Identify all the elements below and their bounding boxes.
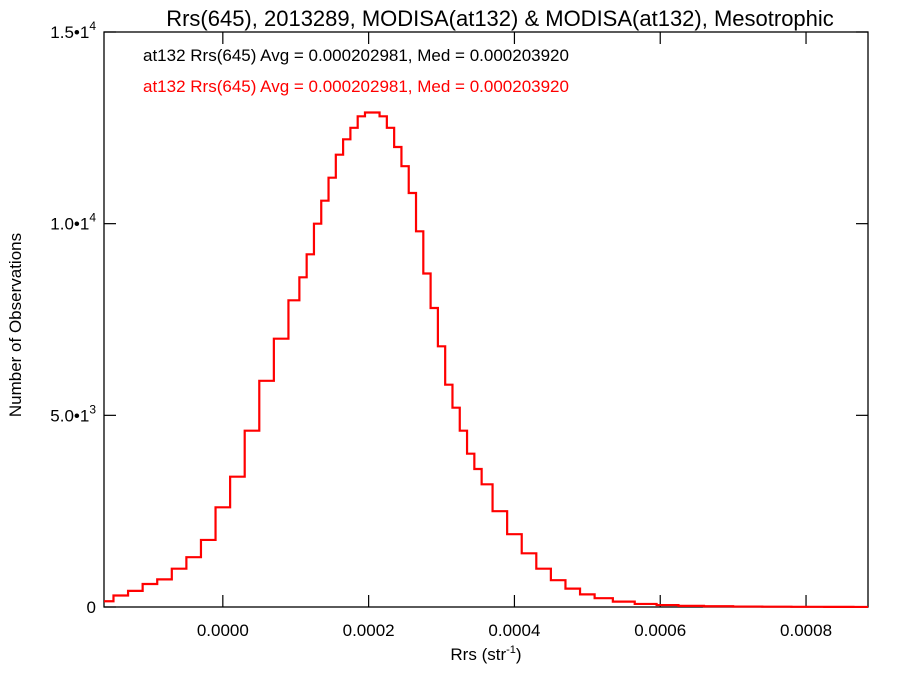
x-axis: 0.0000 0.0002 0.0004 0.0006 0.0008 bbox=[197, 32, 832, 640]
plot-area-border bbox=[103, 31, 869, 608]
y-tick-mantissa: 1.5•1 bbox=[50, 23, 89, 42]
y-tick-exponent: 4 bbox=[89, 211, 96, 225]
series-layer bbox=[104, 111, 868, 609]
y-axis-label: Number of Observations bbox=[6, 233, 25, 417]
x-tick-label: 0.0000 bbox=[197, 621, 249, 640]
y-tick-mantissa: 1.0•1 bbox=[50, 215, 89, 234]
histogram-series-line bbox=[104, 111, 868, 609]
x-axis-label: Rrs (str-1) bbox=[450, 644, 521, 664]
y-tick-exponent: 4 bbox=[89, 19, 96, 33]
chart-title: Rrs(645), 2013289, MODISA(at132) & MODIS… bbox=[166, 6, 834, 31]
y-tick-exponent: 3 bbox=[89, 402, 96, 416]
legend: at132 Rrs(645) Avg = 0.000202981, Med = … bbox=[143, 46, 569, 96]
legend-entry: at132 Rrs(645) Avg = 0.000202981, Med = … bbox=[143, 77, 569, 96]
x-tick-label: 0.0004 bbox=[488, 621, 540, 640]
x-tick-label: 0.0002 bbox=[343, 621, 395, 640]
legend-entry: at132 Rrs(645) Avg = 0.000202981, Med = … bbox=[143, 46, 569, 65]
plot-frame bbox=[103, 31, 869, 608]
y-tick-label: 5.0•13 bbox=[50, 402, 96, 425]
x-tick-label: 0.0008 bbox=[780, 621, 832, 640]
y-tick-label: 1.0•14 bbox=[50, 211, 96, 234]
x-axis-label-close: ) bbox=[516, 645, 522, 664]
x-axis-label-sup: -1 bbox=[506, 644, 516, 656]
y-tick-label: 1.5•14 bbox=[50, 19, 96, 42]
y-axis: 05.0•131.0•141.5•14 bbox=[50, 19, 868, 617]
y-tick-label: 0 bbox=[87, 598, 96, 617]
x-tick-label: 0.0006 bbox=[634, 621, 686, 640]
y-tick-mantissa: 5.0•1 bbox=[50, 406, 89, 425]
x-axis-label-main: Rrs (str bbox=[450, 645, 506, 664]
y-tick-mantissa: 0 bbox=[87, 598, 96, 617]
